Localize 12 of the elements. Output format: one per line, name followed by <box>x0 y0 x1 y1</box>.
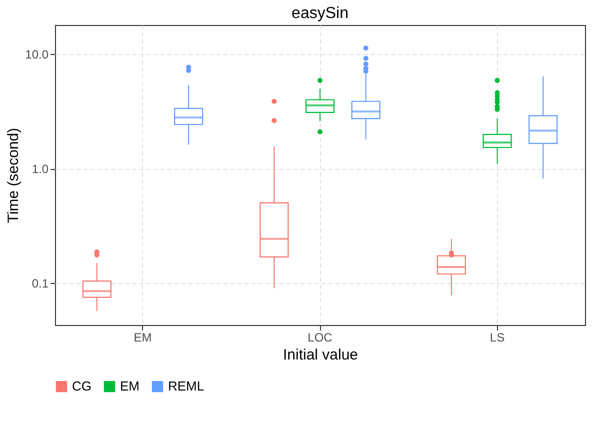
legend-label: REML <box>168 378 204 394</box>
y-tick-label: 10.0 <box>25 48 49 62</box>
x-tick-label: LOC <box>308 330 333 344</box>
y-tick-label: 0.1 <box>32 276 49 291</box>
x-axis-title: Initial value <box>282 346 358 364</box>
x-tick-label: EM <box>134 330 152 344</box>
x-tick-label: LS <box>490 330 505 344</box>
chart-title: easySin <box>292 5 348 22</box>
legend-label: EM <box>120 378 140 394</box>
y-tick-label: 1.0 <box>32 162 49 176</box>
legend-label: CG <box>72 378 92 394</box>
y-axis-title: Time (second) <box>5 128 22 224</box>
